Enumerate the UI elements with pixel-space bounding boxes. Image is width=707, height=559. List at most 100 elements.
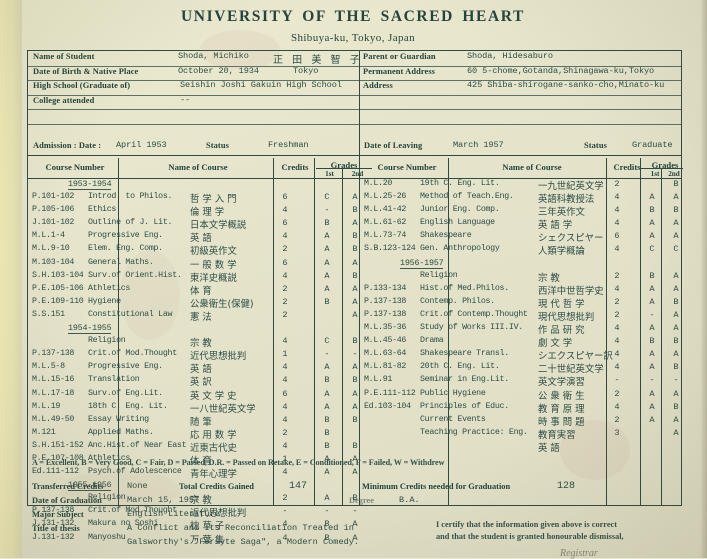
parent-guardian-label: Parent or Guardian (363, 52, 436, 61)
course-name-cell: Current Events (420, 414, 486, 424)
academic-year-label: 1955-1956 (68, 480, 112, 492)
course-name-jp-cell: 体 育 (190, 455, 212, 467)
course-grade-2nd-cell: A (352, 388, 358, 399)
course-grade-2nd-cell: A (352, 309, 358, 320)
course-name-cell: Contemp. Philos. (420, 296, 495, 306)
course-grade-2nd-cell: A (352, 296, 358, 307)
name-of-student-value-jp: 正 田 美 智 子 (273, 55, 363, 66)
course-credits-cell: 1 (282, 453, 288, 464)
course-credits-cell: 4 (282, 362, 288, 373)
course-number-cell: S.H.151-152 (32, 440, 84, 450)
course-grade-1st-cell: B (324, 440, 330, 451)
course-credits-cell: 4 (614, 401, 620, 412)
course-number-cell: M.L.25-26 (364, 192, 407, 202)
course-row: M.L.15-16 Translation 英 訳 4 B B (28, 375, 359, 388)
course-number-cell: P.E.105-106 (32, 283, 84, 293)
course-row: Ed.103-104 Principles of Educ. 教 育 原 理 4 A B (360, 402, 683, 415)
course-credits-cell: 4 (614, 192, 620, 203)
th-grade-1st-right: 1st (650, 170, 660, 178)
course-credits-cell: 4 (614, 205, 620, 216)
course-credits-cell: 2 (282, 493, 288, 504)
course-row: P.101-102 Introd. to Philos. 哲 学 入 門 6 C A (28, 192, 359, 205)
course-name-cell: Shakespeare (420, 231, 472, 241)
course-row: Current Events 時 事 問 題 2 A A (360, 415, 683, 428)
course-row: S.H.151-152 Anc.Hist.of Near East 近東古代史 4 B B (28, 441, 359, 454)
right-credits-divider (606, 158, 607, 505)
course-grade-2nd-cell: B (673, 362, 679, 373)
course-name-cell: Introd. to Philos. (88, 192, 173, 202)
course-grade-1st-cell: B (324, 427, 330, 438)
course-number-cell: P.E.111-112 (364, 388, 416, 398)
course-row: S.B.123-124 Gen. Anthropology 人類学概論 4 C C (360, 244, 683, 257)
course-credits-cell: 4 (282, 270, 288, 281)
course-grade-2nd-cell: A (673, 388, 679, 399)
paper-right-edge (701, 0, 707, 558)
left-coursenum-divider (118, 158, 119, 505)
course-row: M.L.19 18th C. Eng. Lit. 一八世紀英文学 4 A A (28, 402, 359, 415)
course-grade-1st-cell: A (324, 493, 330, 504)
course-number-cell: M.L.1-4 (32, 231, 65, 241)
date-of-graduation-label: Date of Graduation (32, 496, 102, 505)
course-credits-cell: 2 (282, 427, 288, 438)
course-name-cell: Athletics (88, 453, 131, 463)
course-name-jp-cell: 劇 文 学 (538, 338, 573, 350)
course-number-cell: P.E.107-108 (32, 453, 84, 463)
course-row: P.105-106 Ethics 倫 理 学 4 - B (28, 205, 359, 218)
thesis-title-line1: A Conflict and Its Reconciliation Treate… (127, 523, 354, 533)
course-name-jp-cell: 公衆衛生(保健) (190, 298, 254, 310)
course-name-cell: Shakespeare Transl. (420, 349, 509, 359)
course-credits-cell: - (614, 375, 620, 386)
course-name-jp-cell: 英 語 (190, 233, 212, 245)
course-grade-2nd-cell: A (673, 427, 679, 438)
course-credits-cell: 4 (282, 401, 288, 412)
course-name-cell: Psych.of Adolescence (88, 467, 182, 477)
course-row: M.L.20 19th C. Eng. Lit. 一九世紀英文学 2 B (360, 179, 683, 192)
course-name-cell: Gen. Anthropology (420, 244, 500, 254)
registrar-signature: Registrar (560, 548, 598, 559)
course-credits-cell: 4 (282, 414, 288, 425)
course-number-cell: M.L.45-46 (364, 336, 407, 346)
course-name-cell: Seminar in Eng.Lit. (420, 375, 509, 385)
course-grade-1st-cell: - (324, 349, 330, 360)
course-credits-cell: 2 (282, 296, 288, 307)
course-name-jp-cell: 近代思想批判 (190, 508, 247, 520)
course-name-jp-cell: 倫 理 学 (190, 207, 225, 219)
th-grade-2nd-left: 2nd (351, 170, 364, 178)
course-credits-cell: 4 (282, 231, 288, 242)
academic-year-label: 1956-1957 (400, 257, 444, 269)
course-name-cell: Outline of J. Lit. (88, 218, 173, 228)
thesis-title-line2: Galsworthy's "Forsyte Saga", a Modern Co… (127, 537, 360, 547)
high-school-value: Seishin Joshi Gakuin High School (180, 80, 342, 90)
total-credits-value: 147 (289, 481, 308, 492)
course-name-jp-cell: 近東古代史 (190, 442, 237, 454)
course-credits-cell: 6 (282, 388, 288, 399)
course-name-cell: Teaching Practice: Eng. (420, 427, 528, 437)
major-subject-label: Major Subject (32, 510, 84, 519)
course-name-jp-cell: 公 衆 衛 生 (538, 390, 585, 402)
course-name-cell: Progressive Eng. (88, 362, 163, 372)
course-name-cell: Ethics (88, 205, 117, 215)
academic-year-row: 1956-1957 (360, 258, 683, 271)
course-row: J.131-132 Manyoshu 万 葉 集 4 B A (28, 533, 359, 546)
course-name-jp-cell: 作 品 研 究 (538, 325, 585, 337)
course-number-cell: J.131-132 (32, 532, 75, 542)
course-name-cell: Religion (88, 493, 126, 503)
min-credits-value: 128 (557, 481, 576, 492)
course-number-cell: M.L.17-18 (32, 388, 75, 398)
course-name-jp-cell: 一八世紀英文学 (190, 403, 256, 415)
course-number-cell: M.L.63-64 (364, 349, 407, 359)
grades-subhead-rule-right (641, 168, 683, 169)
table-header-bottom-rule (28, 177, 681, 179)
course-name-jp-cell: 二十世紀英文学 (538, 364, 604, 376)
course-name-cell: Study of Works III.IV. (420, 323, 523, 333)
college-attended-value: -- (180, 94, 191, 105)
course-name-jp-cell: 英 文 学 史 (190, 390, 237, 402)
academic-year-label: 1954-1955 (68, 323, 112, 335)
course-number-cell: M.L.61-62 (364, 218, 407, 228)
academic-year-row: 1953-1954 (28, 179, 359, 192)
course-row: P.E.105-106 Athletics 体 育 2 A A (28, 284, 359, 297)
course-row: Ed.111-112 Psych.of Adolescence 青年心理学 4 A A (28, 467, 359, 480)
th-credits-left: Credits (281, 162, 309, 172)
date-of-graduation-value: March 15, 1957 (127, 495, 200, 505)
identity-right-column: Parent or Guardian Shoda, Hidesaburo Per… (359, 51, 683, 109)
